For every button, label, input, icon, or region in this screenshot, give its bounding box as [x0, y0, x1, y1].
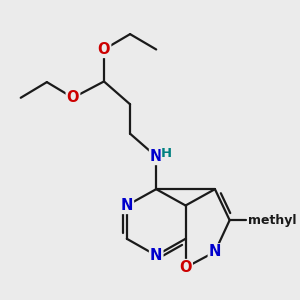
Text: N: N	[150, 248, 162, 263]
Text: O: O	[98, 42, 110, 57]
Text: O: O	[67, 90, 79, 105]
Text: methyl: methyl	[248, 214, 296, 227]
Text: O: O	[179, 260, 192, 275]
Text: N: N	[209, 244, 221, 259]
Text: N: N	[150, 149, 162, 164]
Text: H: H	[161, 147, 172, 161]
Text: N: N	[121, 198, 133, 213]
